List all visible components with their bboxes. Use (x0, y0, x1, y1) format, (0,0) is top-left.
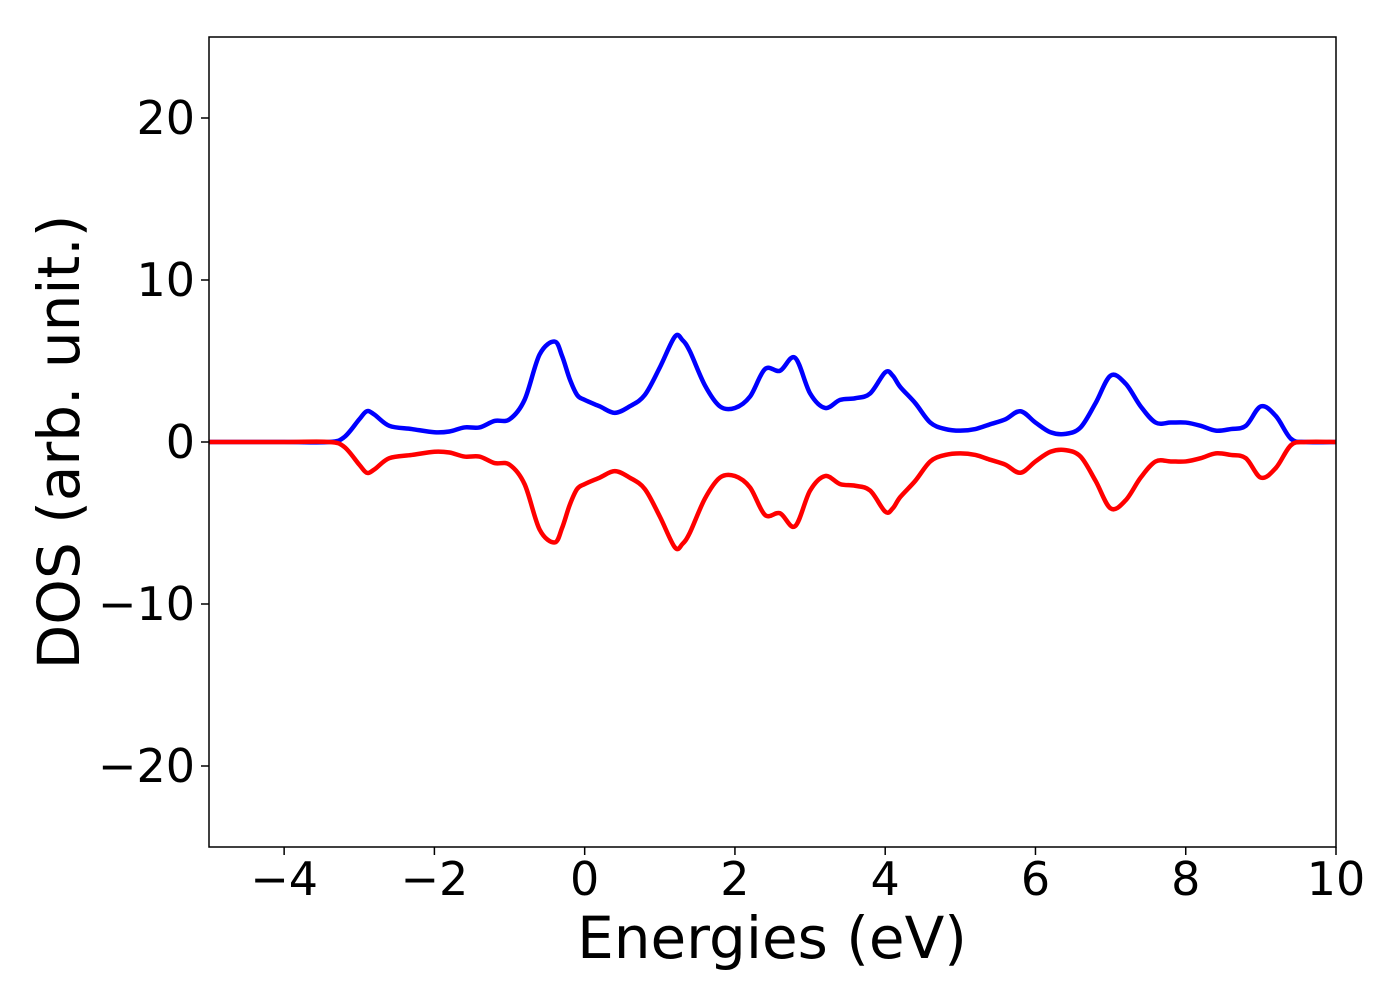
y-tick-label: −20 (98, 739, 195, 793)
y-axis: −20 −10 0 10 20 (98, 91, 209, 793)
y-axis-label: DOS (arb. unit.) (25, 215, 93, 670)
x-tick-label: −2 (400, 852, 468, 906)
x-tick-label: 4 (871, 852, 900, 906)
x-tick-label: 2 (720, 852, 749, 906)
y-tick-label: 20 (136, 91, 195, 145)
x-tick-label: 8 (1171, 852, 1200, 906)
x-tick-label: 6 (1021, 852, 1050, 906)
plot-frame (208, 36, 1337, 848)
y-tick-label: 10 (136, 253, 195, 307)
x-tick-label: −4 (250, 852, 318, 906)
x-tick-label: 0 (570, 852, 599, 906)
series-line-negative (209, 439, 1337, 552)
x-axis: −4 −2 0 2 4 6 8 10 (250, 847, 1365, 906)
series-line-positive (209, 332, 1337, 445)
y-tick-label: 0 (166, 415, 195, 469)
y-tick-label: −10 (98, 577, 195, 631)
x-tick-label: 10 (1307, 852, 1366, 906)
series-layer (209, 332, 1337, 552)
x-axis-label: Energies (eV) (577, 904, 967, 972)
